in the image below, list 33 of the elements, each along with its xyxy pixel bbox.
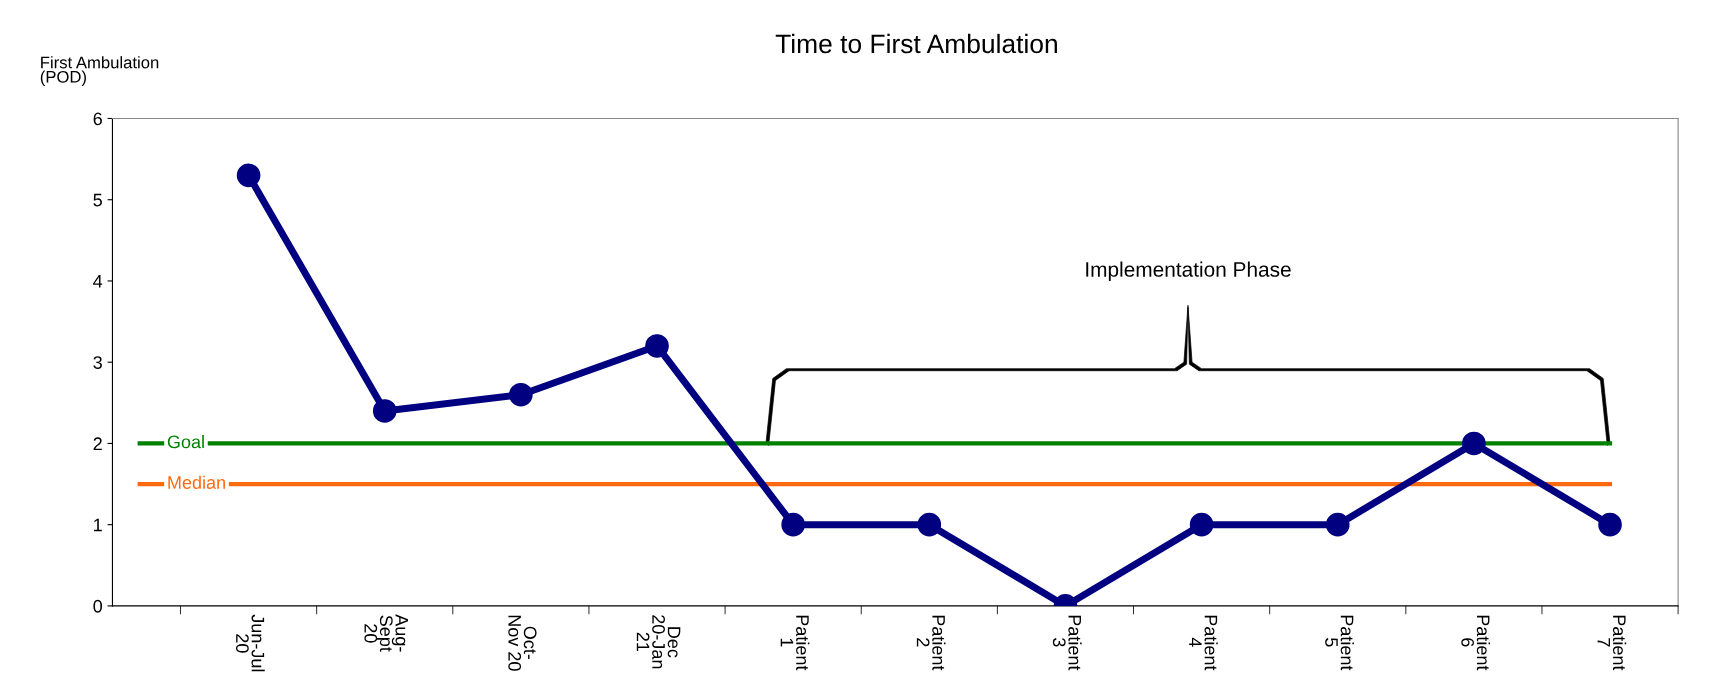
point bbox=[1598, 512, 1622, 537]
y-axis-title: First Ambulation (POD) bbox=[40, 56, 159, 87]
y-tick-label: 0 bbox=[93, 599, 103, 613]
y-tick-label: 5 bbox=[93, 193, 102, 207]
point bbox=[917, 512, 942, 537]
x-tick-label: Patient 1 bbox=[780, 615, 810, 671]
point bbox=[1462, 431, 1486, 456]
y-tick-label: 2 bbox=[93, 437, 102, 450]
y-tick-label: 1 bbox=[94, 518, 102, 532]
y-tick-label: 4 bbox=[93, 275, 103, 288]
ref-line-label: Goal bbox=[167, 435, 204, 449]
chart-title: Time to First Ambulation bbox=[775, 33, 1057, 54]
x-tick-label: Patient 3 bbox=[1052, 615, 1082, 671]
point bbox=[781, 512, 805, 537]
annotation: Implementation Phase bbox=[1086, 261, 1291, 281]
point bbox=[645, 334, 669, 358]
point bbox=[1325, 512, 1350, 537]
x-tick-label: Patient 7 bbox=[1597, 615, 1627, 671]
x-tick-label: Patient 4 bbox=[1189, 615, 1218, 671]
ref-line-label: Median bbox=[168, 475, 225, 489]
point bbox=[1189, 512, 1214, 537]
x-tick-label: Oct- Nov 20 bbox=[508, 615, 537, 671]
point bbox=[372, 399, 397, 423]
x-tick-label: Dec 20-Jan 21 bbox=[636, 615, 681, 669]
y-tick-label: 6 bbox=[93, 112, 102, 126]
x-tick-label: Aug- Sept 20 bbox=[364, 614, 409, 652]
y-tick-label: 3 bbox=[93, 356, 102, 369]
x-tick-label: Patient 6 bbox=[1461, 615, 1491, 671]
x-tick-label: Patient 5 bbox=[1325, 615, 1354, 671]
point bbox=[236, 163, 261, 188]
x-tick-label: Jun-Jul 20 bbox=[235, 614, 265, 672]
point bbox=[509, 382, 533, 407]
x-tick-label: Patient 2 bbox=[916, 615, 946, 671]
